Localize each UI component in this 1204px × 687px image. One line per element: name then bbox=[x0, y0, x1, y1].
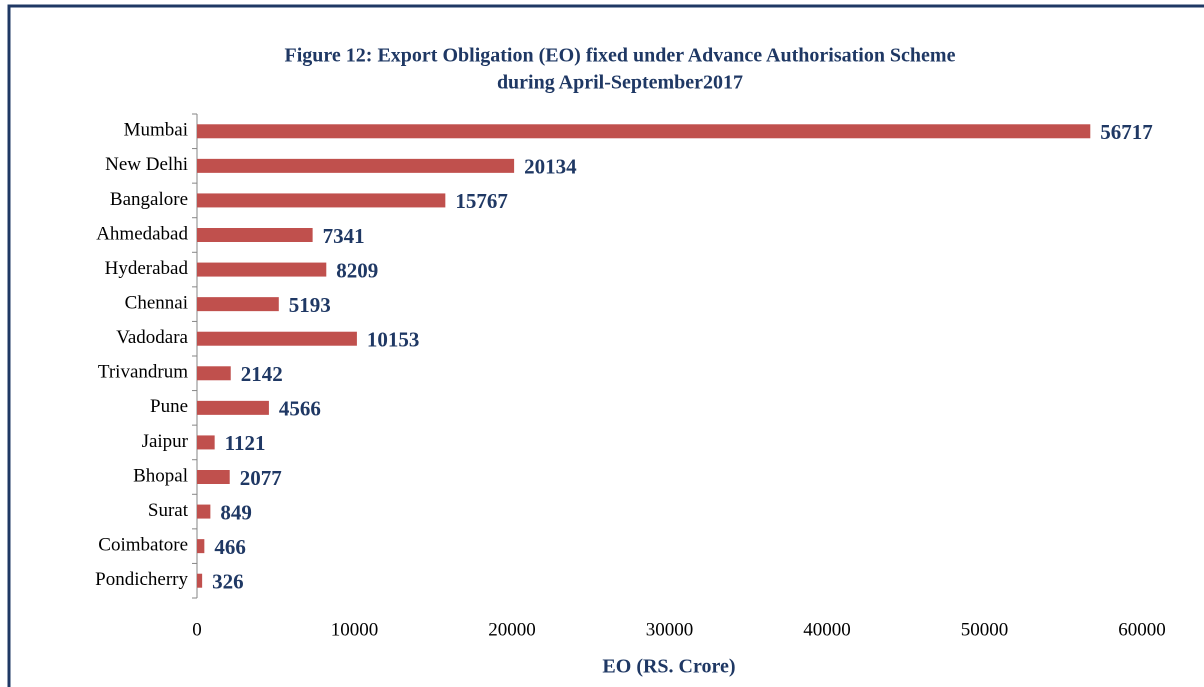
value-label: 4566 bbox=[279, 397, 321, 421]
x-tick-label: 10000 bbox=[331, 619, 379, 640]
bar bbox=[197, 470, 230, 484]
bar bbox=[197, 400, 269, 415]
value-label: 326 bbox=[212, 570, 244, 594]
value-label: 466 bbox=[214, 535, 246, 559]
x-axis-label: EO (RS. Crore) bbox=[602, 656, 735, 678]
y-tick-label: Chennai bbox=[125, 293, 188, 314]
frame bbox=[7, 4, 1204, 687]
y-tick-label: Ahmedabad bbox=[96, 223, 188, 244]
value-label: 5193 bbox=[289, 293, 331, 317]
chart-title: during April-September2017 bbox=[497, 72, 743, 94]
x-tick-label: 0 bbox=[192, 619, 202, 640]
value-label: 849 bbox=[220, 500, 252, 524]
bar bbox=[197, 158, 515, 173]
bar bbox=[197, 297, 279, 312]
value-label: 2077 bbox=[240, 466, 282, 490]
y-tick-label: New Delhi bbox=[105, 154, 188, 175]
bar bbox=[197, 435, 215, 450]
y-tick-label: Coimbatore bbox=[98, 535, 188, 556]
bar bbox=[197, 193, 446, 208]
bar bbox=[197, 366, 231, 381]
y-tick-label: Bangalore bbox=[110, 189, 188, 210]
bar bbox=[197, 573, 203, 588]
y-tick-label: Mumbai bbox=[124, 120, 188, 141]
value-label: 10153 bbox=[367, 328, 420, 352]
value-label: 8209 bbox=[336, 258, 378, 282]
value-label: 15767 bbox=[455, 189, 508, 213]
bar bbox=[197, 331, 357, 346]
bar bbox=[197, 124, 1091, 139]
value-label: 7341 bbox=[323, 224, 365, 248]
x-tick-label: 50000 bbox=[961, 619, 1009, 640]
value-label: 2142 bbox=[241, 362, 283, 386]
y-tick-label: Surat bbox=[148, 500, 189, 521]
value-label: 20134 bbox=[524, 155, 577, 179]
chart-title: Figure 12: Export Obligation (EO) fixed … bbox=[285, 45, 956, 67]
bar bbox=[197, 504, 211, 519]
y-tick-label: Pune bbox=[150, 396, 188, 417]
y-tick-label: Pondicherry bbox=[95, 569, 188, 590]
y-tick-label: Trivandrum bbox=[98, 362, 188, 383]
x-tick-label: 60000 bbox=[1118, 619, 1166, 640]
value-label: 56717 bbox=[1100, 120, 1153, 144]
value-label: 1121 bbox=[225, 431, 266, 455]
y-tick-label: Hyderabad bbox=[105, 258, 189, 279]
y-tick-label: Bhopal bbox=[133, 465, 188, 486]
x-tick-label: 30000 bbox=[646, 619, 694, 640]
x-tick-label: 20000 bbox=[488, 619, 536, 640]
bar bbox=[197, 539, 205, 554]
bar bbox=[197, 262, 327, 277]
y-tick-label: Jaipur bbox=[142, 431, 189, 452]
x-tick-label: 40000 bbox=[803, 619, 851, 640]
bar bbox=[197, 228, 313, 242]
y-tick-label: Vadodara bbox=[116, 327, 188, 348]
